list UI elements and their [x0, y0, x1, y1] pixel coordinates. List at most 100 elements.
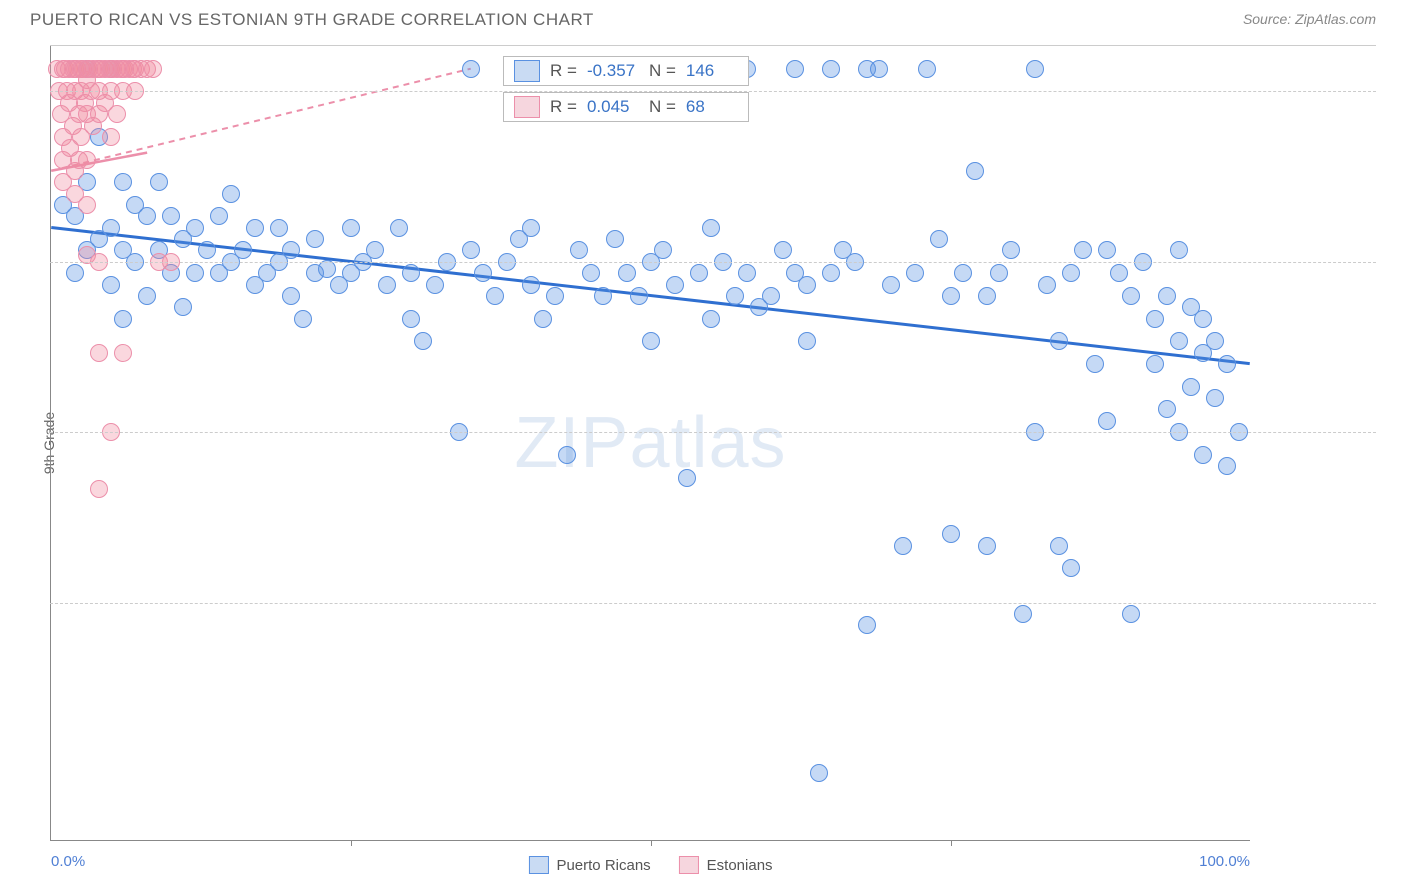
scatter-point	[534, 310, 552, 328]
legend-item-puerto-ricans: Puerto Ricans	[528, 856, 650, 874]
scatter-point	[144, 60, 162, 78]
scatter-point	[1014, 605, 1032, 623]
r-value: 0.045	[587, 97, 639, 117]
watermark: ZIPatlas	[514, 402, 786, 484]
chart-container: 9th Grade ZIPatlas 0.0% 100.0% Puerto Ri…	[50, 45, 1376, 840]
gridline	[50, 603, 1376, 604]
scatter-point	[1146, 310, 1164, 328]
scatter-point	[1110, 264, 1128, 282]
scatter-point	[378, 276, 396, 294]
scatter-point	[198, 241, 216, 259]
scatter-point	[918, 60, 936, 78]
r-label: R =	[550, 61, 577, 81]
scatter-point	[1122, 287, 1140, 305]
scatter-point	[186, 219, 204, 237]
scatter-point	[1146, 355, 1164, 373]
plot-area: ZIPatlas 0.0% 100.0% Puerto Ricans Eston…	[50, 46, 1250, 841]
scatter-point	[138, 207, 156, 225]
scatter-point	[1158, 400, 1176, 418]
scatter-point	[654, 241, 672, 259]
legend-swatch-icon	[679, 856, 699, 874]
scatter-point	[798, 332, 816, 350]
scatter-point	[726, 287, 744, 305]
scatter-point	[606, 230, 624, 248]
scatter-point	[762, 287, 780, 305]
r-value: -0.357	[587, 61, 639, 81]
y-tick-label: 77.5%	[1386, 594, 1406, 611]
scatter-point	[774, 241, 792, 259]
gridline	[50, 432, 1376, 433]
scatter-point	[210, 207, 228, 225]
scatter-point	[462, 241, 480, 259]
scatter-point	[402, 310, 420, 328]
legend: Puerto Ricans Estonians	[528, 856, 772, 874]
y-tick-label: 92.5%	[1386, 253, 1406, 270]
scatter-point	[174, 298, 192, 316]
scatter-point	[306, 230, 324, 248]
scatter-point	[90, 480, 108, 498]
scatter-point	[186, 264, 204, 282]
scatter-point	[162, 207, 180, 225]
scatter-point	[474, 264, 492, 282]
scatter-point	[570, 241, 588, 259]
scatter-point	[108, 105, 126, 123]
scatter-point	[1074, 241, 1092, 259]
scatter-point	[1122, 605, 1140, 623]
scatter-point	[1206, 332, 1224, 350]
scatter-point	[870, 60, 888, 78]
x-tick	[351, 840, 352, 846]
r-label: R =	[550, 97, 577, 117]
source-prefix: Source:	[1243, 11, 1295, 27]
scatter-point	[642, 332, 660, 350]
trendlines-layer	[51, 46, 1250, 840]
scatter-point	[78, 151, 96, 169]
n-label: N =	[649, 97, 676, 117]
scatter-point	[102, 128, 120, 146]
x-axis-max-label: 100.0%	[1199, 853, 1250, 870]
scatter-point	[810, 764, 828, 782]
scatter-point	[114, 344, 132, 362]
scatter-point	[1098, 241, 1116, 259]
scatter-point	[1158, 287, 1176, 305]
scatter-point	[930, 230, 948, 248]
scatter-point	[678, 469, 696, 487]
scatter-point	[90, 344, 108, 362]
scatter-point	[1086, 355, 1104, 373]
legend-item-estonians: Estonians	[679, 856, 773, 874]
n-value: 68	[686, 97, 738, 117]
y-tick-label: 85.0%	[1386, 424, 1406, 441]
scatter-point	[798, 276, 816, 294]
scatter-point	[978, 287, 996, 305]
scatter-point	[1182, 378, 1200, 396]
scatter-point	[822, 60, 840, 78]
scatter-point	[234, 241, 252, 259]
stats-row-estonians: R = 0.045 N = 68	[503, 92, 749, 122]
scatter-point	[858, 616, 876, 634]
scatter-point	[342, 219, 360, 237]
n-label: N =	[649, 61, 676, 81]
scatter-point	[114, 173, 132, 191]
scatter-point	[1194, 446, 1212, 464]
scatter-point	[282, 241, 300, 259]
n-value: 146	[686, 61, 738, 81]
scatter-point	[138, 287, 156, 305]
stats-row-puerto-ricans: R = -0.357 N = 146	[503, 56, 749, 86]
scatter-point	[906, 264, 924, 282]
scatter-point	[966, 162, 984, 180]
scatter-point	[954, 264, 972, 282]
scatter-point	[630, 287, 648, 305]
scatter-point	[486, 287, 504, 305]
scatter-point	[270, 219, 288, 237]
scatter-point	[222, 185, 240, 203]
gridline	[50, 91, 1376, 92]
scatter-point	[990, 264, 1008, 282]
legend-label: Puerto Ricans	[556, 857, 650, 874]
scatter-point	[1062, 559, 1080, 577]
scatter-point	[1194, 310, 1212, 328]
stats-swatch-icon	[514, 60, 540, 82]
scatter-point	[786, 60, 804, 78]
scatter-point	[366, 241, 384, 259]
scatter-point	[114, 310, 132, 328]
scatter-point	[582, 264, 600, 282]
scatter-point	[1098, 412, 1116, 430]
